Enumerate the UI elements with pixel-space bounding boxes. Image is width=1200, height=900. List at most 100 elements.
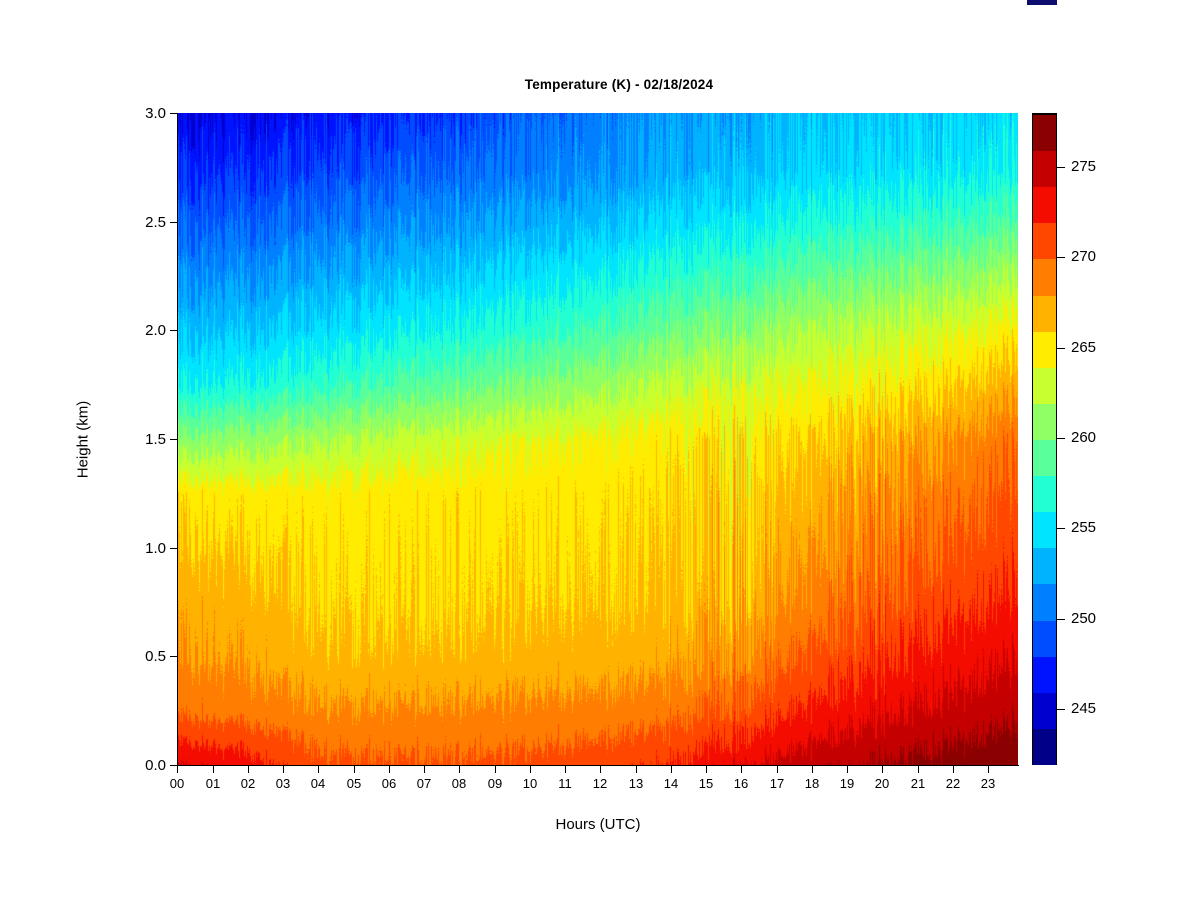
colorbar-tick-label: 255 bbox=[1071, 519, 1097, 536]
colorbar-tick bbox=[1057, 257, 1065, 258]
x-axis-title: Hours (UTC) bbox=[555, 816, 641, 833]
x-tick-label: 05 bbox=[346, 776, 362, 791]
x-tick bbox=[706, 766, 707, 773]
colorbar-block bbox=[1033, 150, 1056, 188]
x-tick bbox=[248, 766, 249, 773]
colorbar-tick bbox=[1057, 709, 1065, 710]
x-tick bbox=[177, 766, 178, 773]
y-tick-label: 0.0 bbox=[145, 757, 166, 774]
x-tick bbox=[882, 766, 883, 773]
colorbar-block bbox=[1033, 655, 1056, 693]
x-tick-label: 09 bbox=[487, 776, 503, 791]
y-tick bbox=[170, 656, 177, 657]
colorbar-block bbox=[1033, 547, 1056, 585]
colorbar-tick-label: 265 bbox=[1071, 339, 1097, 356]
colorbar-tick-label: 260 bbox=[1071, 429, 1097, 446]
colorbar-tick bbox=[1057, 438, 1065, 439]
x-tick bbox=[283, 766, 284, 773]
y-tick-label: 1.0 bbox=[145, 540, 166, 557]
x-tick-label: 16 bbox=[733, 776, 749, 791]
y-axis-line bbox=[177, 113, 178, 766]
x-tick bbox=[424, 766, 425, 773]
x-tick-label: 10 bbox=[522, 776, 538, 791]
x-tick-label: 13 bbox=[628, 776, 644, 791]
colorbar-block bbox=[1033, 294, 1056, 332]
colorbar-block bbox=[1033, 619, 1056, 657]
colorbar-block bbox=[1033, 222, 1056, 260]
colorbar-block bbox=[1033, 186, 1056, 224]
x-tick bbox=[777, 766, 778, 773]
y-tick-label: 2.5 bbox=[145, 214, 166, 231]
x-tick-label: 14 bbox=[663, 776, 679, 791]
y-tick-label: 0.5 bbox=[145, 648, 166, 665]
x-tick bbox=[636, 766, 637, 773]
x-tick-label: 19 bbox=[839, 776, 855, 791]
x-tick-label: 01 bbox=[205, 776, 221, 791]
x-tick-label: 20 bbox=[874, 776, 890, 791]
x-tick bbox=[213, 766, 214, 773]
colorbar-block bbox=[1033, 475, 1056, 513]
x-tick bbox=[953, 766, 954, 773]
colorbar-tick bbox=[1057, 619, 1065, 620]
colorbar-block bbox=[1033, 727, 1056, 765]
x-tick-label: 04 bbox=[310, 776, 326, 791]
x-tick-label: 11 bbox=[558, 776, 572, 791]
y-tick bbox=[170, 765, 177, 766]
x-axis-line bbox=[177, 765, 1019, 766]
colorbar-block bbox=[1033, 258, 1056, 296]
x-tick-label: 03 bbox=[275, 776, 291, 791]
x-tick bbox=[318, 766, 319, 773]
x-tick-label: 00 bbox=[169, 776, 185, 791]
y-axis-title: Height (km) bbox=[74, 400, 92, 479]
y-tick-label: 3.0 bbox=[145, 105, 166, 122]
colorbar-tick bbox=[1057, 528, 1065, 529]
colorbar-block bbox=[1033, 366, 1056, 404]
x-tick bbox=[918, 766, 919, 773]
y-tick bbox=[170, 113, 177, 114]
x-tick bbox=[530, 766, 531, 773]
colorbar-tick-label: 245 bbox=[1071, 700, 1097, 717]
x-tick-label: 15 bbox=[698, 776, 714, 791]
chart-title: Temperature (K) - 02/18/2024 bbox=[524, 77, 714, 92]
y-tick bbox=[170, 439, 177, 440]
x-tick bbox=[600, 766, 601, 773]
x-tick bbox=[459, 766, 460, 773]
colorbar-block bbox=[1033, 439, 1056, 477]
x-tick bbox=[389, 766, 390, 773]
x-tick bbox=[354, 766, 355, 773]
x-tick bbox=[847, 766, 848, 773]
temperature-heatmap-canvas bbox=[178, 113, 1018, 765]
colorbar bbox=[1032, 113, 1057, 765]
x-tick-label: 06 bbox=[381, 776, 397, 791]
colorbar-block bbox=[1033, 583, 1056, 621]
x-tick-label: 17 bbox=[769, 776, 785, 791]
x-tick bbox=[988, 766, 989, 773]
colorbar-block bbox=[1033, 330, 1056, 368]
y-tick-label: 2.0 bbox=[145, 322, 166, 339]
x-tick bbox=[495, 766, 496, 773]
x-tick bbox=[812, 766, 813, 773]
colorbar-tick-label: 275 bbox=[1071, 158, 1097, 175]
x-tick bbox=[741, 766, 742, 773]
colorbar-tick bbox=[1057, 348, 1065, 349]
colorbar-tick bbox=[1057, 167, 1065, 168]
x-tick-label: 23 bbox=[980, 776, 996, 791]
x-tick-label: 22 bbox=[945, 776, 961, 791]
y-tick-label: 1.5 bbox=[145, 431, 166, 448]
y-tick bbox=[170, 222, 177, 223]
x-tick-label: 21 bbox=[910, 776, 926, 791]
x-tick-label: 02 bbox=[240, 776, 256, 791]
x-tick-label: 07 bbox=[416, 776, 432, 791]
colorbar-tick-label: 250 bbox=[1071, 610, 1097, 627]
y-tick bbox=[170, 330, 177, 331]
colorbar-block bbox=[1033, 691, 1056, 729]
x-tick-label: 12 bbox=[592, 776, 608, 791]
x-tick bbox=[565, 766, 566, 773]
y-tick bbox=[170, 548, 177, 549]
cropped-artifact-rectangle bbox=[1027, 0, 1057, 5]
x-tick bbox=[671, 766, 672, 773]
x-tick-label: 18 bbox=[804, 776, 820, 791]
x-tick-label: 08 bbox=[451, 776, 467, 791]
colorbar-block bbox=[1033, 511, 1056, 549]
